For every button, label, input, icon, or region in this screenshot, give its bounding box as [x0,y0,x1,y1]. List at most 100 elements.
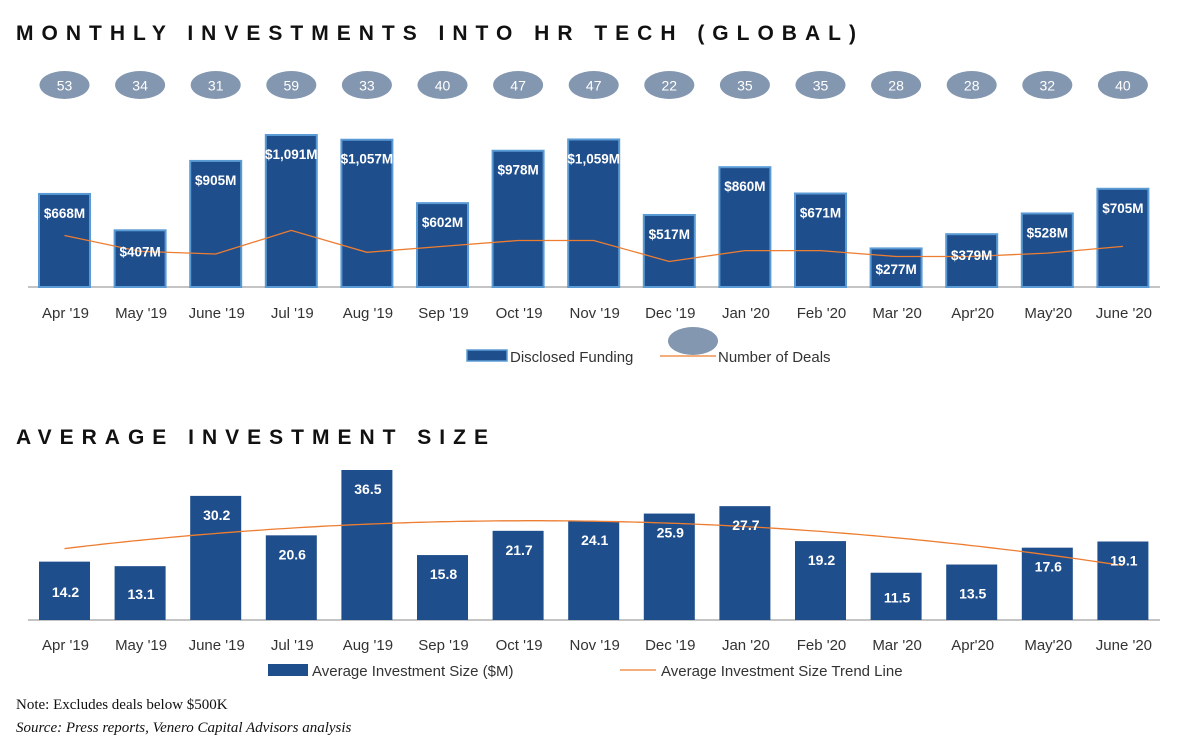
chart-1-x-tick-label: June '19 [189,305,245,322]
chart-2-x-tick-label: Dec '19 [645,637,695,654]
deal-count-bubble [644,71,695,99]
chart-2-x-tick-label: June '19 [189,637,245,654]
avg-size-bar [870,572,922,620]
chart-1-x-tick-label: Apr'20 [951,305,994,322]
chart-1-x-tick-label: Dec '19 [645,305,695,322]
avg-size-bar [1097,541,1149,620]
deal-count-bubble [266,71,317,99]
funding-data-label: $668M [44,206,85,221]
avg-size-data-label: 25.9 [657,525,684,541]
chart-2-x-tick-label: May'20 [1024,637,1072,654]
chart-2-x-tick-label: Apr'20 [951,637,994,654]
funding-bar [718,166,772,288]
chart-1-title: MONTHLY INVESTMENTS INTO HR TECH (GLOBAL… [16,22,864,45]
funding-data-label: $671M [800,206,841,221]
avg-size-data-label: 17.6 [1035,559,1062,575]
chart-1-x-tick-label: Jul '19 [271,305,314,322]
deal-count-bubble [493,71,544,99]
funding-data-label: $860M [724,179,765,194]
funding-data-label: $602M [422,215,463,230]
funding-data-label: $705M [1102,201,1143,216]
funding-bar [1096,187,1150,288]
deal-count-label: 53 [57,78,73,94]
chart-1-x-tick-label: Sep '19 [418,305,468,322]
chart-1-x-tick-label: Oct '19 [496,305,543,322]
funding-data-label: $1,091M [265,147,318,162]
chart-2-title: AVERAGE INVESTMENT SIZE [16,426,496,449]
deal-count-label: 59 [284,78,300,94]
avg-size-bar [1021,547,1073,620]
deal-count-bubble [417,71,468,99]
legend-avg-size-swatch [268,664,308,676]
chart-1-x-tick-label: May'20 [1024,305,1072,322]
chart-2-x-tick-label: Sep '19 [418,637,468,654]
legend-deals-label: Number of Deals [718,349,831,366]
avg-size-data-label: 19.2 [808,552,835,568]
funding-bar [945,233,999,288]
chart-2-x-tick-label: Jul '19 [271,637,314,654]
deal-count-bubble [871,71,922,99]
funding-data-label: $528M [1027,225,1068,240]
funding-bar [38,192,91,288]
deal-count-label: 35 [737,78,753,94]
deal-count-bubble [568,71,619,99]
funding-bar [113,229,167,288]
chart-2-x-tick-label: Aug '19 [343,637,393,654]
avg-size-data-label: 30.2 [203,507,230,523]
legend-funding-label: Disclosed Funding [510,349,633,366]
deal-count-label: 33 [359,78,375,94]
funding-bar [1020,212,1074,288]
avg-size-bar [341,470,393,620]
deal-count-bubble [190,71,241,99]
funding-data-label: $1,057M [341,152,394,167]
chart-1-x-tick-label: Apr '19 [42,305,89,322]
avg-size-bar [114,566,166,620]
deal-count-label: 28 [964,78,980,94]
deal-count-bubble [115,71,166,99]
avg-size-bar [643,513,695,620]
legend-avg-size-label: Average Investment Size ($M) [312,663,513,680]
chart-1-x-tick-label: Mar '20 [872,305,922,322]
funding-data-label: $379M [951,248,992,263]
avg-size-data-label: 11.5 [884,589,911,605]
funding-data-label: $905M [195,173,236,188]
chart-1-x-tick-label: May '19 [115,305,167,322]
avg-size-data-label: 27.7 [732,517,759,533]
avg-size-bar [568,520,620,620]
avg-size-bar [492,530,544,620]
chart-1-x-tick-label: June '20 [1096,305,1152,322]
funding-data-label: $517M [649,227,690,242]
deal-count-label: 22 [662,78,678,94]
footnote-note: Note: Excludes deals below $500K [16,697,228,713]
funding-bar [491,149,545,288]
chart-1-x-tick-label: Feb '20 [797,305,847,322]
funding-bar [794,192,847,288]
deal-count-label: 34 [132,78,148,94]
avg-size-data-label: 19.1 [1110,553,1137,569]
average-size-chart: 14.2 13.1 30.2 20.6 36.5 15.8 21.7 24.1 25.9 27.7… [28,470,1160,680]
avg-size-data-label: 15.8 [430,566,457,582]
funding-bar [567,138,621,288]
legend-funding-swatch [466,349,508,362]
chart-2-x-tick-label: Mar '20 [872,637,922,654]
avg-size-data-label: 14.2 [52,584,79,600]
funding-data-label: $1,059M [567,151,620,166]
avg-size-data-label: 21.7 [505,542,532,558]
deal-count-bubble [341,71,392,99]
avg-size-data-label: 20.6 [279,546,306,562]
funding-bar [642,213,696,288]
avg-size-bar [795,541,846,620]
avg-size-bar [190,495,242,620]
funding-data-label: $277M [875,262,916,277]
chart-2-x-tick-label: Apr '19 [42,637,89,654]
deal-count-label: 28 [888,78,904,94]
chart-2-x-tick-label: May '19 [115,637,167,654]
avg-size-bar [417,555,468,620]
legend-trend-label: Average Investment Size Trend Line [661,663,903,680]
deal-count-label: 32 [1040,78,1056,94]
deal-count-bubble [719,71,770,99]
chart-1-x-tick-label: Jan '20 [722,305,770,322]
deal-count-label: 31 [208,78,224,94]
chart-2-x-tick-label: June '20 [1096,637,1152,654]
